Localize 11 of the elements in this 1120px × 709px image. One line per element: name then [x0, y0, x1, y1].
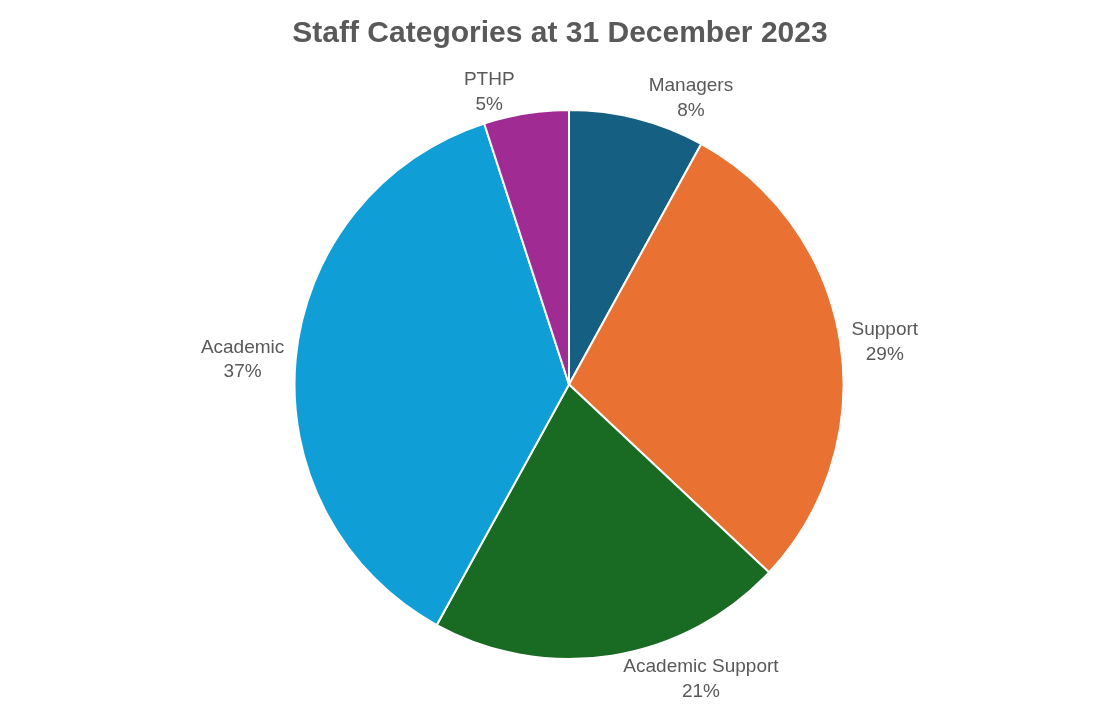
slice-label: Support [851, 318, 919, 340]
slice-label: PTHP [463, 68, 515, 90]
data-label: 37% [223, 360, 262, 382]
data-label: 21% [681, 679, 721, 701]
slice-label: Managers [648, 74, 734, 96]
data-label: 29% [865, 342, 904, 364]
data-label: 5% [475, 92, 504, 114]
chart-title: Staff Categories at 31 December 2023 [292, 15, 828, 49]
slice-label: Academic Support [623, 655, 780, 677]
slice-label: Academic [200, 335, 285, 357]
data-label: 8% [677, 99, 705, 121]
